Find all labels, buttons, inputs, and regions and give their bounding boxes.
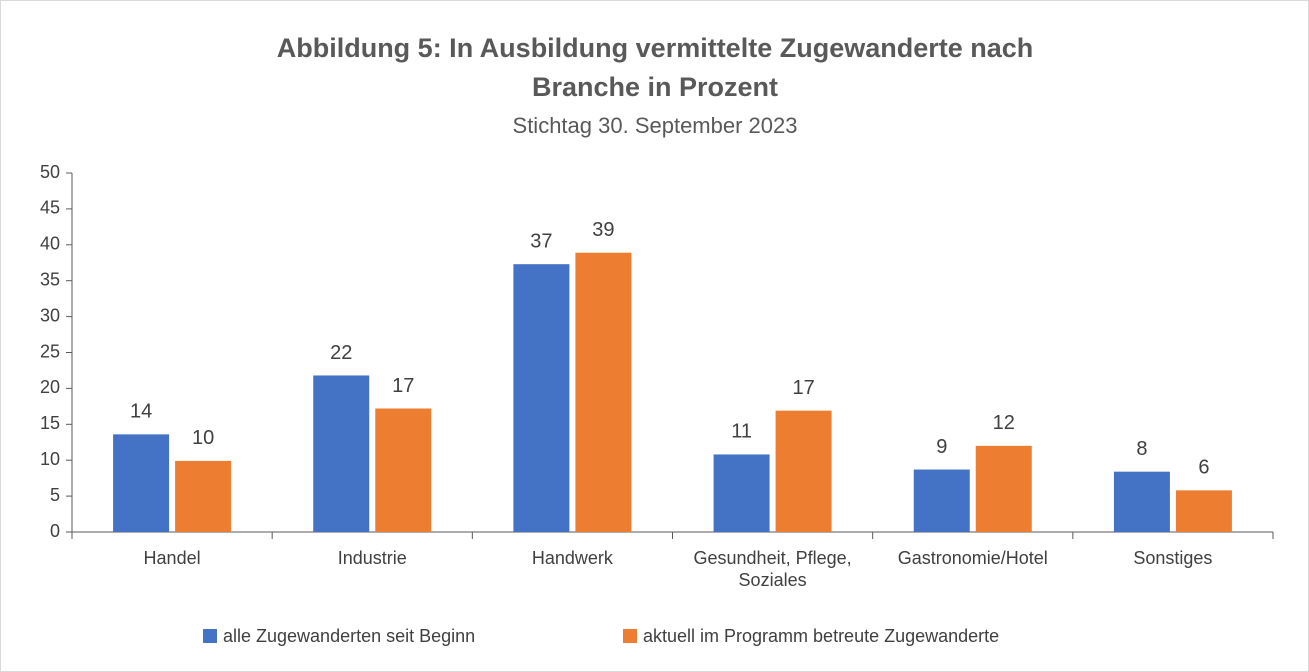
- y-tick-label: 45: [40, 198, 60, 218]
- y-tick-label: 15: [40, 413, 60, 433]
- legend-label: aktuell im Programm betreute Zugewandert…: [643, 626, 999, 646]
- y-tick-label: 40: [40, 234, 60, 254]
- data-label: 6: [1198, 457, 1209, 479]
- y-tick-label: 5: [50, 485, 60, 505]
- data-label: 17: [792, 377, 814, 399]
- bar: [113, 434, 170, 532]
- y-tick-label: 50: [40, 162, 60, 182]
- bar: [913, 469, 970, 532]
- bar: [713, 454, 770, 532]
- data-label: 37: [530, 230, 552, 252]
- data-label: 22: [330, 342, 352, 364]
- bar: [313, 375, 370, 532]
- data-label: 10: [192, 427, 214, 449]
- bar: [1113, 471, 1170, 532]
- bar: [375, 408, 432, 532]
- x-tick-label: Gesundheit, Pflege, Soziales: [693, 548, 852, 590]
- legend-swatch: [623, 629, 637, 643]
- y-tick-label: 25: [40, 341, 60, 361]
- y-tick-label: 10: [40, 449, 60, 469]
- data-label: 9: [936, 436, 947, 458]
- x-tick-label: Gastronomie/Hotel: [897, 548, 1048, 568]
- chart-title: Branche in Prozent: [532, 72, 778, 102]
- data-label: 17: [392, 375, 414, 397]
- y-tick-label: 35: [40, 269, 60, 289]
- data-label: 8: [1136, 438, 1147, 460]
- bar: [975, 445, 1032, 532]
- x-tick-label: Industrie: [337, 548, 407, 568]
- y-tick-label: 20: [40, 377, 60, 397]
- bar: [513, 264, 570, 532]
- legend-label: alle Zugewanderten seit Beginn: [223, 626, 475, 646]
- bar: [1175, 490, 1232, 532]
- x-tick-label: Handwerk: [531, 548, 613, 568]
- legend-swatch: [203, 629, 217, 643]
- y-tick-label: 0: [50, 521, 60, 541]
- chart-subtitle: Stichtag 30. September 2023: [513, 113, 798, 138]
- data-label: 11: [731, 421, 752, 443]
- x-tick-label: Handel: [143, 548, 201, 568]
- chart-title: Abbildung 5: In Ausbildung vermittelte Z…: [277, 33, 1034, 63]
- bar: [775, 410, 832, 532]
- x-tick-label: Sonstiges: [1133, 548, 1213, 568]
- bar: [575, 252, 632, 532]
- y-tick-label: 30: [40, 305, 60, 325]
- data-label: 14: [130, 401, 152, 423]
- data-label: 12: [993, 412, 1015, 434]
- bar: [175, 460, 232, 532]
- data-label: 39: [592, 219, 614, 241]
